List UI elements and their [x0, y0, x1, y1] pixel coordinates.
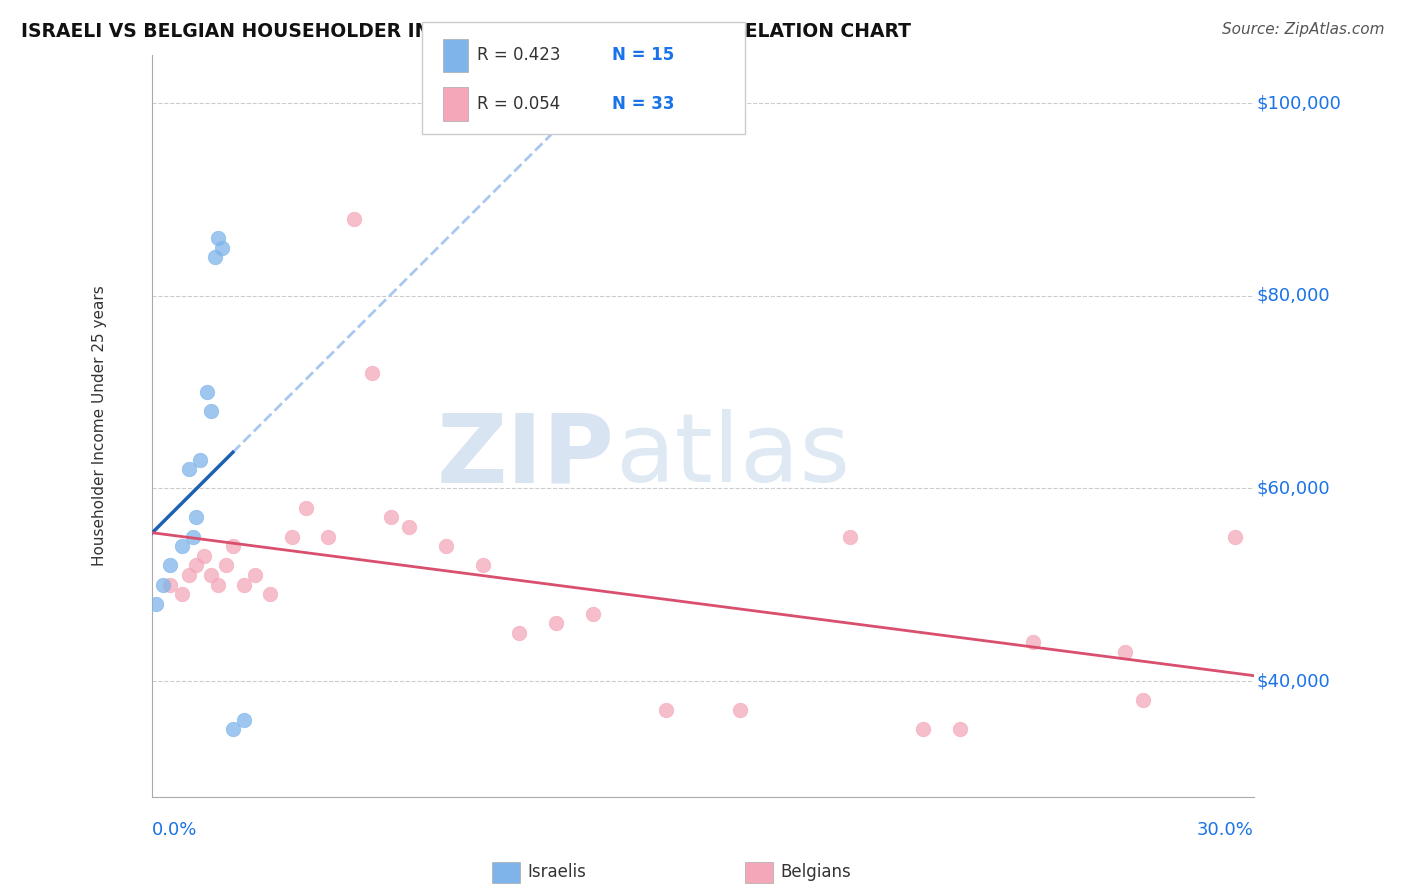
- Text: ISRAELI VS BELGIAN HOUSEHOLDER INCOME UNDER 25 YEARS CORRELATION CHART: ISRAELI VS BELGIAN HOUSEHOLDER INCOME UN…: [21, 22, 911, 41]
- Point: [186, 558, 208, 573]
- Point: [949, 722, 972, 736]
- Point: [170, 539, 193, 553]
- Point: [318, 530, 340, 544]
- Text: 30.0%: 30.0%: [1197, 821, 1254, 838]
- Text: Belgians: Belgians: [780, 863, 851, 881]
- Point: [200, 404, 222, 418]
- Text: N = 15: N = 15: [612, 46, 673, 64]
- Point: [544, 616, 567, 631]
- Point: [1022, 635, 1045, 649]
- Text: $40,000: $40,000: [1257, 672, 1330, 690]
- Point: [508, 625, 530, 640]
- Point: [177, 462, 200, 476]
- Point: [181, 530, 204, 544]
- Text: Source: ZipAtlas.com: Source: ZipAtlas.com: [1222, 22, 1385, 37]
- Point: [1132, 693, 1154, 707]
- Text: R = 0.054: R = 0.054: [477, 95, 560, 112]
- Point: [380, 510, 402, 524]
- Point: [232, 578, 254, 592]
- Point: [170, 587, 193, 601]
- Point: [243, 568, 266, 582]
- Point: [728, 703, 751, 717]
- Point: [211, 241, 233, 255]
- Point: [343, 211, 366, 226]
- Point: [232, 713, 254, 727]
- Point: [195, 385, 218, 400]
- Text: atlas: atlas: [614, 409, 849, 502]
- Point: [188, 452, 211, 467]
- Point: [434, 539, 457, 553]
- Point: [200, 568, 222, 582]
- Point: [295, 500, 318, 515]
- Text: N = 33: N = 33: [612, 95, 673, 112]
- Text: ZIP: ZIP: [437, 409, 614, 502]
- Point: [159, 558, 181, 573]
- Text: 0.0%: 0.0%: [152, 821, 197, 838]
- Text: Householder Income Under 25 years: Householder Income Under 25 years: [91, 285, 107, 566]
- Point: [207, 231, 229, 245]
- Point: [159, 578, 181, 592]
- Point: [259, 587, 281, 601]
- Text: Israelis: Israelis: [527, 863, 586, 881]
- Point: [214, 558, 236, 573]
- Point: [1114, 645, 1136, 659]
- Point: [471, 558, 494, 573]
- Text: $100,000: $100,000: [1257, 95, 1341, 112]
- Point: [193, 549, 215, 563]
- Point: [655, 703, 678, 717]
- Point: [204, 251, 226, 265]
- Point: [361, 366, 384, 380]
- Point: [145, 597, 167, 611]
- Point: [838, 530, 860, 544]
- Point: [207, 578, 229, 592]
- Point: [186, 510, 208, 524]
- Point: [280, 530, 302, 544]
- Point: [582, 607, 605, 621]
- Point: [1225, 530, 1247, 544]
- Point: [152, 578, 174, 592]
- Point: [398, 520, 420, 534]
- Text: $60,000: $60,000: [1257, 479, 1330, 498]
- Point: [912, 722, 935, 736]
- Text: R = 0.423: R = 0.423: [477, 46, 560, 64]
- Point: [222, 722, 245, 736]
- Point: [177, 568, 200, 582]
- Text: $80,000: $80,000: [1257, 287, 1330, 305]
- Point: [222, 539, 245, 553]
